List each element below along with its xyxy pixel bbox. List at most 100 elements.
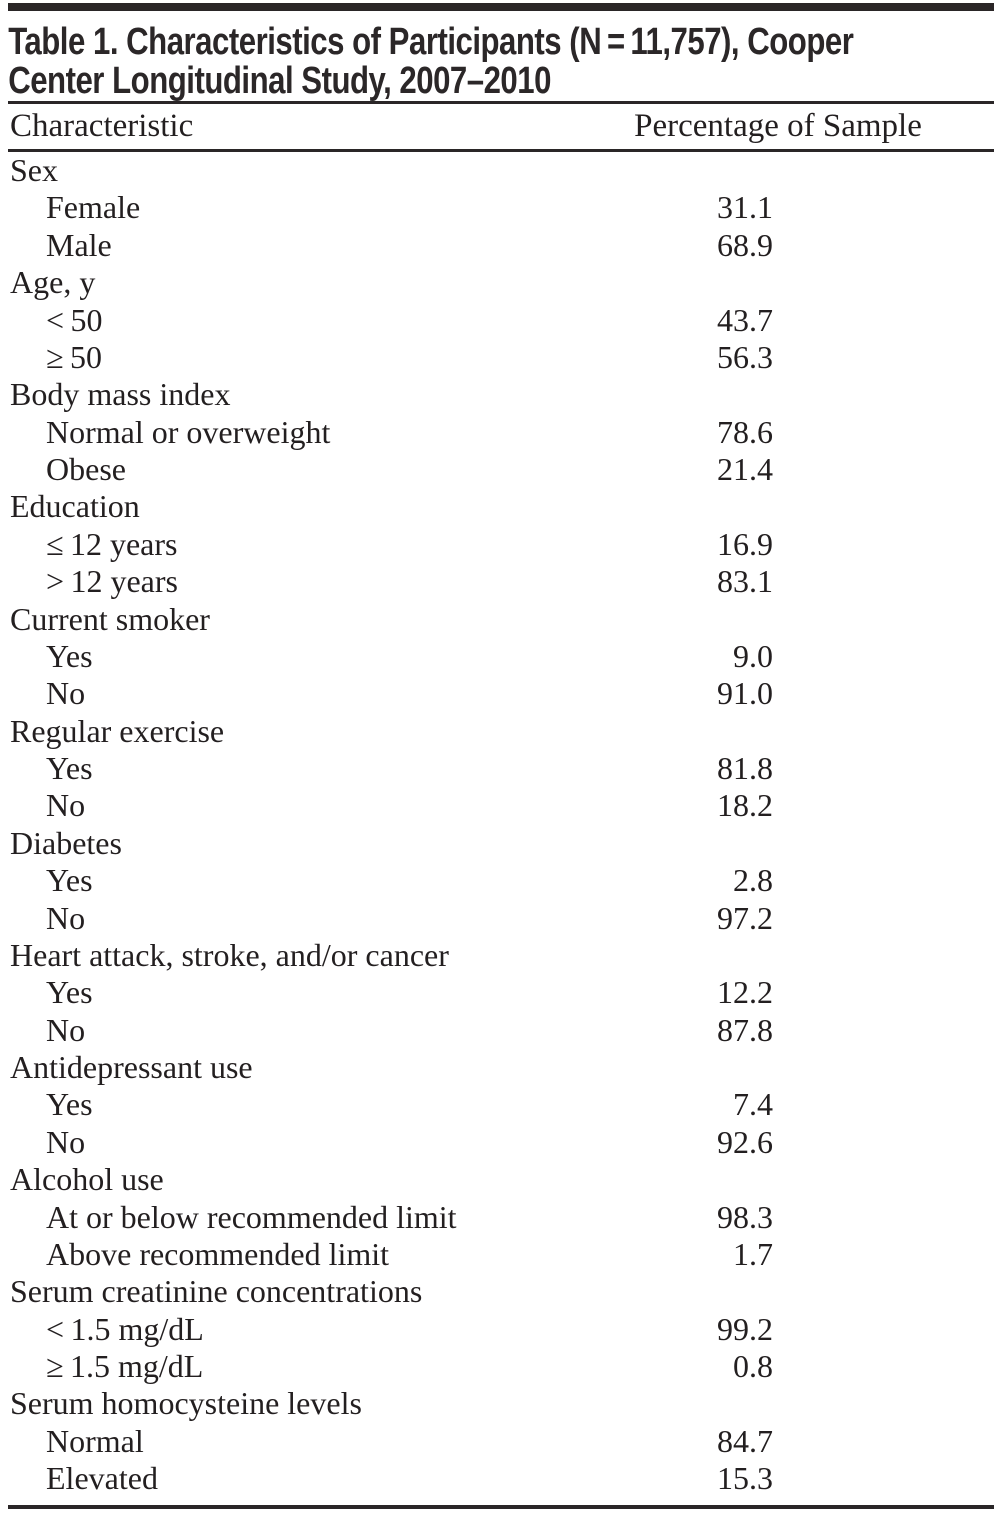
table-row: Body mass index xyxy=(0,376,1002,413)
table-row: No 91.0 xyxy=(0,675,1002,712)
row-value: 99.2 xyxy=(717,1310,773,1347)
row-value: 18.2 xyxy=(717,787,773,824)
row-label: < 50 xyxy=(46,301,103,338)
row-value xyxy=(613,825,773,862)
table-row: Obese 21.4 xyxy=(0,451,1002,488)
table-header-row: Characteristic Percentage of Sample xyxy=(0,104,1002,149)
table-row: Serum homocysteine levels xyxy=(0,1385,1002,1422)
table-row: Yes 2.8 xyxy=(0,862,1002,899)
row-value xyxy=(613,488,773,525)
table-row: ≥ 1.5 mg/dL 0.8 xyxy=(0,1348,1002,1385)
table-row: No 97.2 xyxy=(0,900,1002,937)
row-value: 84.7 xyxy=(717,1422,773,1459)
row-value xyxy=(613,1273,773,1310)
row-value: 16.9 xyxy=(717,525,773,562)
row-value: 12.2 xyxy=(717,974,773,1011)
row-value: 78.6 xyxy=(717,413,773,450)
table-row: Diabetes xyxy=(0,825,1002,862)
row-category-label: Body mass index xyxy=(10,376,231,413)
row-value: 15.3 xyxy=(717,1460,773,1497)
table-row: > 12 years 83.1 xyxy=(0,563,1002,600)
table-title: Table 1. Characteristics of Participants… xyxy=(0,11,1000,101)
row-value xyxy=(613,1385,773,1422)
table-bottom-border xyxy=(8,1504,994,1509)
header-rule-top xyxy=(8,101,994,104)
row-value: 31.1 xyxy=(717,189,773,226)
table-row: Regular exercise xyxy=(0,713,1002,750)
row-category-label: Serum creatinine concentrations xyxy=(10,1273,423,1310)
table-row: Yes 9.0 xyxy=(0,638,1002,675)
column-header-characteristic: Characteristic xyxy=(10,108,194,144)
row-category-label: Serum homocysteine levels xyxy=(10,1385,362,1422)
row-value: 56.3 xyxy=(717,338,773,375)
row-value: 2.8 xyxy=(733,862,773,899)
row-value: 21.4 xyxy=(717,451,773,487)
row-label: No xyxy=(46,899,86,936)
table-row: < 1.5 mg/dL 99.2 xyxy=(0,1311,1002,1348)
row-value: 87.8 xyxy=(717,1011,773,1048)
table-row: Female 31.1 xyxy=(0,189,1002,226)
row-label: No xyxy=(46,787,86,824)
row-label: < 1.5 mg/dL xyxy=(46,1310,204,1347)
table-row: Education xyxy=(0,488,1002,525)
table-row: Yes 81.8 xyxy=(0,750,1002,787)
table-top-border xyxy=(8,3,994,11)
row-value xyxy=(613,152,773,189)
row-label: No xyxy=(46,1011,86,1048)
row-label: Yes xyxy=(46,1086,93,1123)
row-value xyxy=(613,376,773,413)
table-body: Sex Female 31.1 Male 68.9 Age, y < 50 43.7 ≥ 50 5… xyxy=(0,152,1002,1498)
row-label: Obese xyxy=(46,451,126,487)
table-row: Sex xyxy=(0,152,1002,189)
row-label: Yes xyxy=(46,750,93,786)
table-row: ≤ 12 years 16.9 xyxy=(0,526,1002,563)
row-label: Above recommended limit xyxy=(46,1235,390,1272)
table-row: Elevated 15.3 xyxy=(0,1460,1002,1497)
row-label: No xyxy=(46,1123,86,1160)
table-row: No 92.6 xyxy=(0,1124,1002,1161)
table-row: Age, y xyxy=(0,264,1002,301)
table-row: Above recommended limit 1.7 xyxy=(0,1236,1002,1273)
row-label: At or below recommended limit xyxy=(46,1198,457,1235)
table-row: < 50 43.7 xyxy=(0,302,1002,339)
table-row: Alcohol use xyxy=(0,1161,1002,1198)
row-value: 9.0 xyxy=(733,637,773,674)
row-value: 98.3 xyxy=(717,1198,773,1235)
row-label: Yes xyxy=(46,974,93,1011)
header-rule-bottom xyxy=(8,149,994,152)
row-value: 81.8 xyxy=(717,750,773,786)
table-row: Current smoker xyxy=(0,601,1002,638)
row-label: Yes xyxy=(46,862,93,899)
row-category-label: Heart attack, stroke, and/or cancer xyxy=(10,936,449,973)
table-row: No 87.8 xyxy=(0,1012,1002,1049)
row-label: > 12 years xyxy=(46,563,178,600)
row-label: Male xyxy=(46,226,112,263)
row-category-label: Diabetes xyxy=(10,824,122,861)
row-value xyxy=(613,264,773,301)
row-category-label: Alcohol use xyxy=(10,1161,164,1198)
row-value: 92.6 xyxy=(717,1123,773,1160)
table-row: Male 68.9 xyxy=(0,227,1002,264)
row-value: 0.8 xyxy=(733,1348,773,1384)
row-label: ≥ 50 xyxy=(46,338,102,375)
row-value: 68.9 xyxy=(717,226,773,263)
row-label: Normal or overweight xyxy=(46,413,331,450)
row-value: 43.7 xyxy=(717,301,773,338)
row-label: Normal xyxy=(46,1422,144,1459)
table-title-line-2: Center Longitudinal Study, 2007–2010 xyxy=(8,60,551,102)
table-row: ≥ 50 56.3 xyxy=(0,339,1002,376)
table-row: Normal or overweight 78.6 xyxy=(0,414,1002,451)
row-category-label: Education xyxy=(10,488,140,525)
row-value xyxy=(613,713,773,750)
row-category-label: Current smoker xyxy=(10,600,210,637)
row-value: 1.7 xyxy=(733,1235,773,1272)
row-label: Female xyxy=(46,189,141,226)
row-value: 7.4 xyxy=(733,1086,773,1123)
row-category-label: Sex xyxy=(10,152,58,188)
row-value xyxy=(613,1049,773,1086)
row-value: 83.1 xyxy=(717,563,773,600)
row-category-label: Age, y xyxy=(10,264,96,301)
table-row: At or below recommended limit 98.3 xyxy=(0,1199,1002,1236)
row-label: Yes xyxy=(46,637,93,674)
